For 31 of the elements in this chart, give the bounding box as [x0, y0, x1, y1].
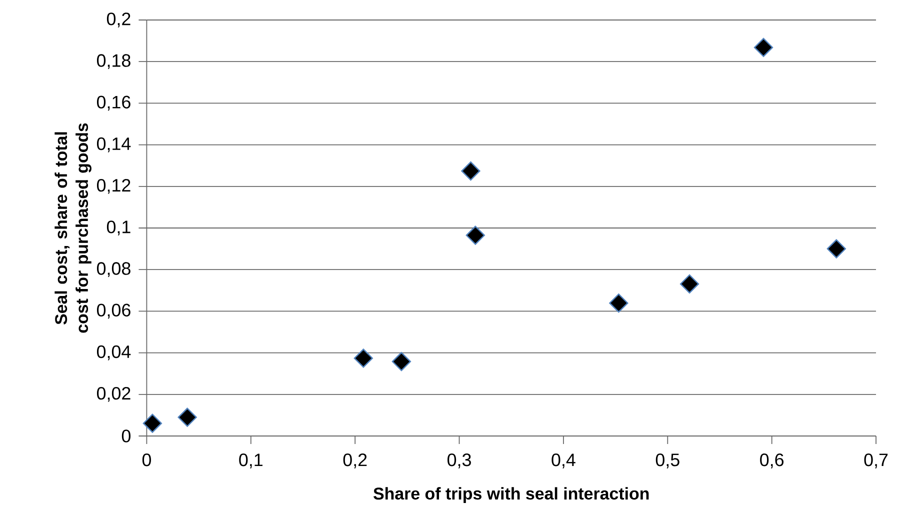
point: [178, 408, 197, 427]
y-axis-title: Seal cost, share of total cost for purchased goods: [54, 123, 92, 333]
point: [354, 348, 373, 368]
point: [826, 239, 846, 258]
x-tick-label: 0,1: [239, 454, 262, 468]
y-tick-label: 0,02: [96, 386, 130, 402]
y-tick-label: 0,18: [96, 54, 130, 70]
point: [754, 38, 774, 58]
y-tick-label: 0,12: [96, 178, 130, 194]
y-tick-label: 0: [122, 430, 130, 442]
x-tick-label: 0,7: [864, 454, 888, 468]
x-tick-label: 0,5: [656, 454, 680, 468]
x-tick-label: 0,3: [448, 454, 471, 468]
y-tick-label: 0,06: [96, 304, 130, 319]
x-tick-label: 0,4: [552, 454, 576, 468]
x-tick-label: 0,2: [343, 454, 367, 468]
point: [461, 161, 480, 181]
y-tick-label: 0,16: [96, 96, 130, 111]
y-tick-label: 0,2: [106, 12, 130, 28]
y-tick-label: 0,14: [96, 137, 131, 152]
point: [142, 414, 162, 433]
y-tick-label: 0,04: [96, 345, 131, 360]
point: [680, 274, 700, 294]
point: [392, 352, 411, 372]
x-axis-title: Share of trips with seal interaction: [373, 487, 649, 503]
y-tick-label: 0,08: [96, 262, 130, 278]
point: [466, 226, 485, 245]
x-tick-label: 0: [142, 454, 151, 466]
point: [609, 294, 628, 313]
y-tick-label: 0,1: [106, 220, 130, 236]
x-tick-label: 0,6: [760, 454, 784, 468]
